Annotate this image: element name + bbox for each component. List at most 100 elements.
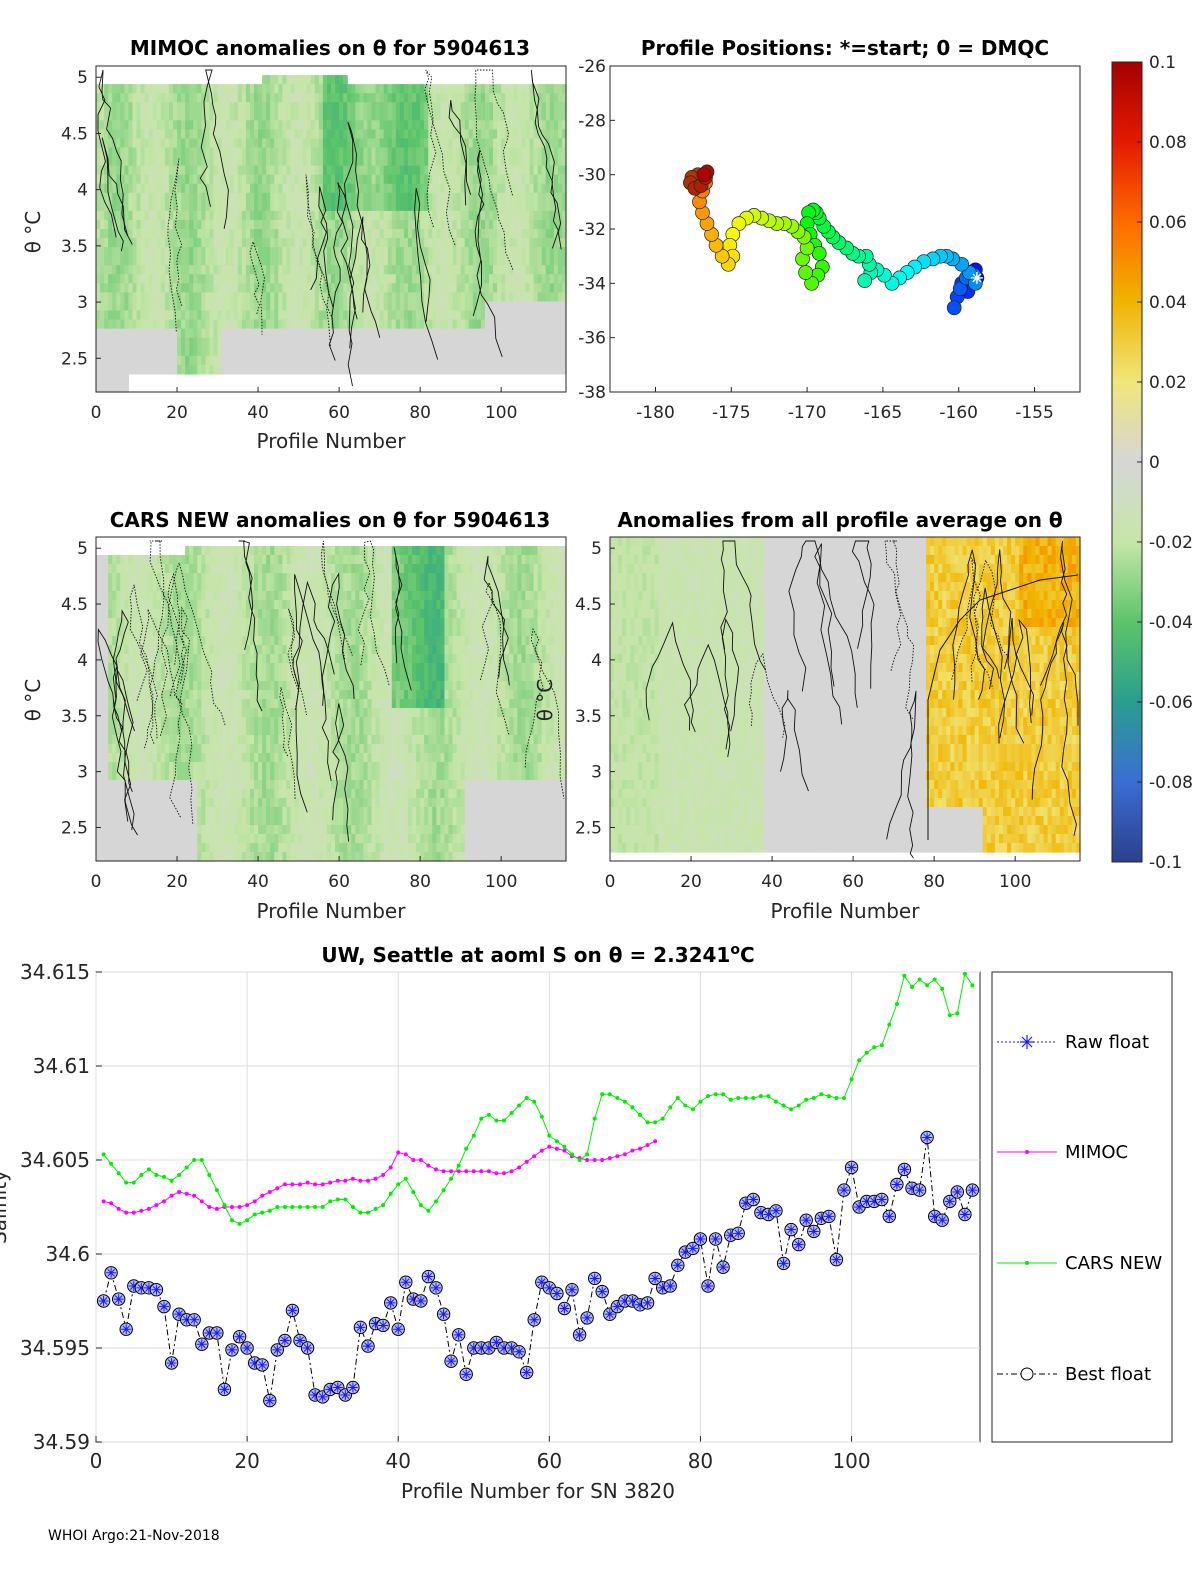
mimoc-cell bbox=[432, 174, 437, 185]
mimoc-cell bbox=[205, 229, 211, 239]
mimoc-cell bbox=[181, 156, 186, 167]
cars-cell bbox=[193, 798, 198, 808]
mimoc-cell bbox=[258, 129, 263, 140]
mimoc-cell bbox=[160, 111, 166, 121]
mimoc-cell bbox=[367, 183, 373, 194]
mimoc-cell bbox=[456, 274, 462, 284]
cars-cell bbox=[116, 753, 121, 763]
mimoc-cell bbox=[395, 129, 401, 140]
mimoc-cell bbox=[383, 337, 389, 348]
mimoc-cell bbox=[249, 337, 255, 348]
mimoc-cell bbox=[160, 165, 166, 176]
mimoc-cell bbox=[517, 238, 523, 248]
mimoc-cell bbox=[213, 192, 219, 203]
mimoc-cell bbox=[116, 382, 121, 393]
mimoc-cell bbox=[152, 310, 158, 321]
mimoc-cell bbox=[193, 346, 198, 357]
mimoc-cell bbox=[209, 129, 215, 140]
mimoc-cell bbox=[509, 93, 514, 103]
mimoc-cell bbox=[310, 75, 316, 85]
mimoc-cell bbox=[177, 328, 182, 339]
mimoc-cell bbox=[347, 355, 352, 366]
mimoc-cell bbox=[553, 292, 559, 303]
mimoc-cell bbox=[371, 102, 377, 112]
mimoc-cell bbox=[290, 192, 296, 203]
mimoc-cell bbox=[245, 165, 251, 176]
mimoc-cell bbox=[237, 156, 243, 167]
mimoc-cell bbox=[509, 337, 514, 348]
mimoc-cell bbox=[391, 129, 397, 140]
cars-cell bbox=[136, 717, 142, 727]
cars-col bbox=[160, 555, 166, 862]
mimoc-cell bbox=[375, 265, 381, 275]
mimoc-cell bbox=[229, 310, 235, 321]
mimoc-cell bbox=[314, 219, 320, 230]
cars-cell bbox=[185, 834, 190, 844]
x-tick-label: 60 bbox=[328, 403, 350, 423]
mimoc-cell bbox=[367, 256, 373, 266]
mimoc-cell bbox=[108, 84, 113, 94]
mimoc-cell bbox=[387, 174, 393, 185]
cars-cell bbox=[181, 726, 186, 736]
mimoc-cell bbox=[561, 265, 567, 275]
mimoc-cell bbox=[497, 129, 502, 140]
mimoc-cell bbox=[189, 337, 194, 348]
mimoc-cell bbox=[100, 337, 105, 348]
mimoc-cell bbox=[298, 165, 304, 176]
mimoc-cell bbox=[460, 138, 466, 149]
cars-cell bbox=[128, 564, 134, 574]
mimoc-cell bbox=[326, 229, 332, 239]
cars-cell bbox=[152, 771, 158, 781]
mimoc-cell bbox=[407, 265, 413, 275]
mimoc-cell bbox=[561, 247, 567, 257]
cars-cell bbox=[185, 600, 190, 610]
mimoc-cell bbox=[136, 292, 142, 303]
mimoc-cell bbox=[335, 192, 340, 203]
cars-cell bbox=[189, 672, 194, 682]
mimoc-cell bbox=[379, 310, 385, 321]
mimoc-cell bbox=[561, 229, 567, 239]
mimoc-cell bbox=[258, 111, 263, 121]
mimoc-cell bbox=[331, 147, 336, 158]
mimoc-cell bbox=[553, 346, 559, 357]
mimoc-cell bbox=[387, 283, 393, 293]
mimoc-cell bbox=[537, 183, 543, 194]
mimoc-cell bbox=[237, 238, 243, 248]
mimoc-cell bbox=[185, 201, 190, 212]
mimoc-cell bbox=[282, 337, 288, 348]
mimoc-cell bbox=[509, 310, 514, 321]
cars-cell bbox=[104, 600, 109, 610]
mimoc-cell bbox=[517, 147, 523, 158]
mimoc-cell bbox=[326, 283, 332, 293]
mimoc-cell bbox=[557, 111, 563, 121]
mimoc-cell bbox=[517, 156, 523, 167]
mimoc-cell bbox=[521, 292, 527, 303]
mimoc-cell bbox=[501, 265, 506, 275]
mimoc-cell bbox=[233, 274, 239, 284]
mimoc-cell bbox=[383, 120, 389, 130]
mimoc-cell bbox=[116, 373, 121, 384]
mimoc-cell bbox=[282, 364, 288, 375]
x-tick-label: 40 bbox=[247, 403, 269, 423]
mimoc-cell bbox=[156, 238, 162, 248]
mimoc-cell bbox=[343, 292, 348, 303]
mimoc-cell bbox=[493, 156, 498, 167]
cars-cell bbox=[128, 771, 134, 781]
mimoc-cell bbox=[225, 247, 231, 257]
mimoc-cell bbox=[432, 120, 437, 130]
mimoc-cell bbox=[164, 265, 170, 275]
mimoc-cell bbox=[424, 183, 429, 194]
mimoc-cell bbox=[432, 93, 437, 103]
mimoc-cell bbox=[403, 147, 409, 158]
mimoc-cell bbox=[468, 319, 474, 330]
mimoc-cell bbox=[432, 147, 437, 158]
mimoc-cell bbox=[282, 274, 288, 284]
cars-cell bbox=[124, 627, 130, 637]
mimoc-cell bbox=[335, 346, 340, 357]
cars-cell bbox=[201, 717, 206, 727]
cars-cell bbox=[100, 654, 105, 664]
mimoc-cell bbox=[375, 337, 381, 348]
mimoc-cell bbox=[306, 156, 312, 167]
cars-cell bbox=[136, 807, 142, 817]
mimoc-cell bbox=[549, 156, 555, 167]
